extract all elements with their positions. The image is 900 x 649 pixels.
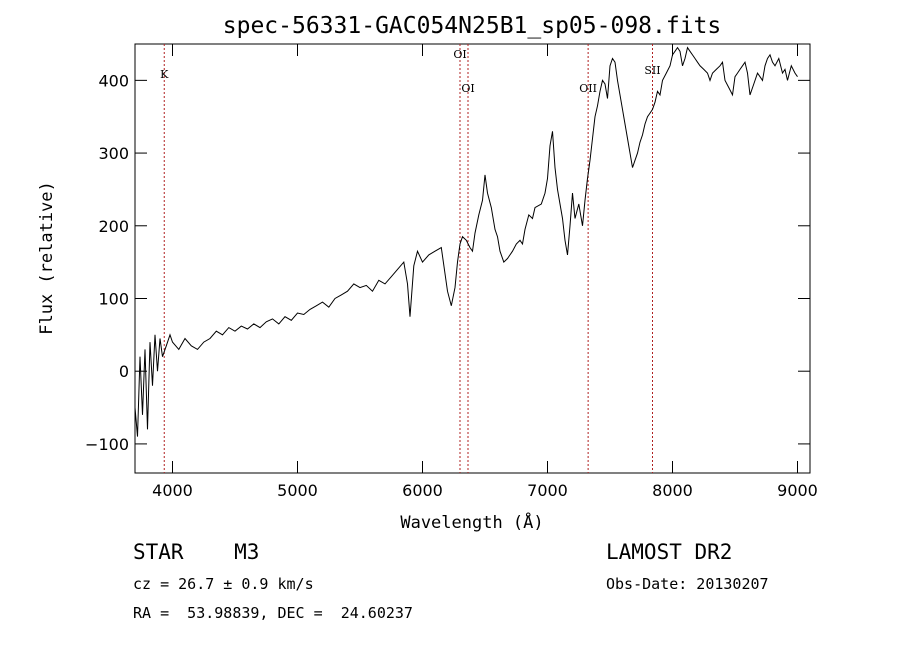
spectral-line-markers: K OI OI OII SII	[160, 44, 661, 473]
spectral-line-label: SII	[644, 64, 660, 77]
spectral-line-label: OI	[453, 48, 466, 61]
spectral-line-label: OII	[579, 82, 597, 95]
y-tick-label: 300	[98, 144, 129, 163]
spectral-line-label: K	[160, 68, 169, 81]
y-tick-label: 400	[98, 71, 129, 90]
x-tick-label: 7000	[527, 481, 568, 500]
x-tick-label: 4000	[152, 481, 193, 500]
observation-date: Obs-Date: 20130207	[606, 575, 769, 593]
spectrum-chart: spec-56331-GAC054N25B1_sp05-098.fits −10…	[37, 13, 818, 533]
y-tick-label: 100	[98, 289, 129, 308]
y-tick-label: 0	[119, 362, 129, 381]
coordinates: RA = 53.98839, DEC = 24.60237	[133, 604, 413, 622]
plot-frame	[134, 43, 811, 474]
x-axis-label: Wavelength (Å)	[400, 511, 543, 533]
chart-title: spec-56331-GAC054N25B1_sp05-098.fits	[223, 13, 722, 39]
x-tick-label: 5000	[277, 481, 318, 500]
survey-name: LAMOST DR2	[606, 540, 733, 564]
y-axis-label: Flux (relative)	[37, 181, 57, 335]
spectral-line-label: OI	[461, 82, 474, 95]
object-class: STAR M3	[133, 540, 260, 564]
x-tick-label: 9000	[777, 481, 818, 500]
x-axis-ticks: 4000 5000 6000 7000 8000 9000	[152, 44, 818, 500]
x-tick-label: 6000	[402, 481, 443, 500]
redshift-cz: cz = 26.7 ± 0.9 km/s	[133, 575, 314, 593]
spectrum-line	[134, 46, 798, 437]
y-tick-label: 200	[98, 217, 129, 236]
y-axis-ticks: −100 0 100 200 300 400	[85, 71, 810, 454]
x-tick-label: 8000	[652, 481, 693, 500]
y-tick-label: −100	[85, 435, 129, 454]
